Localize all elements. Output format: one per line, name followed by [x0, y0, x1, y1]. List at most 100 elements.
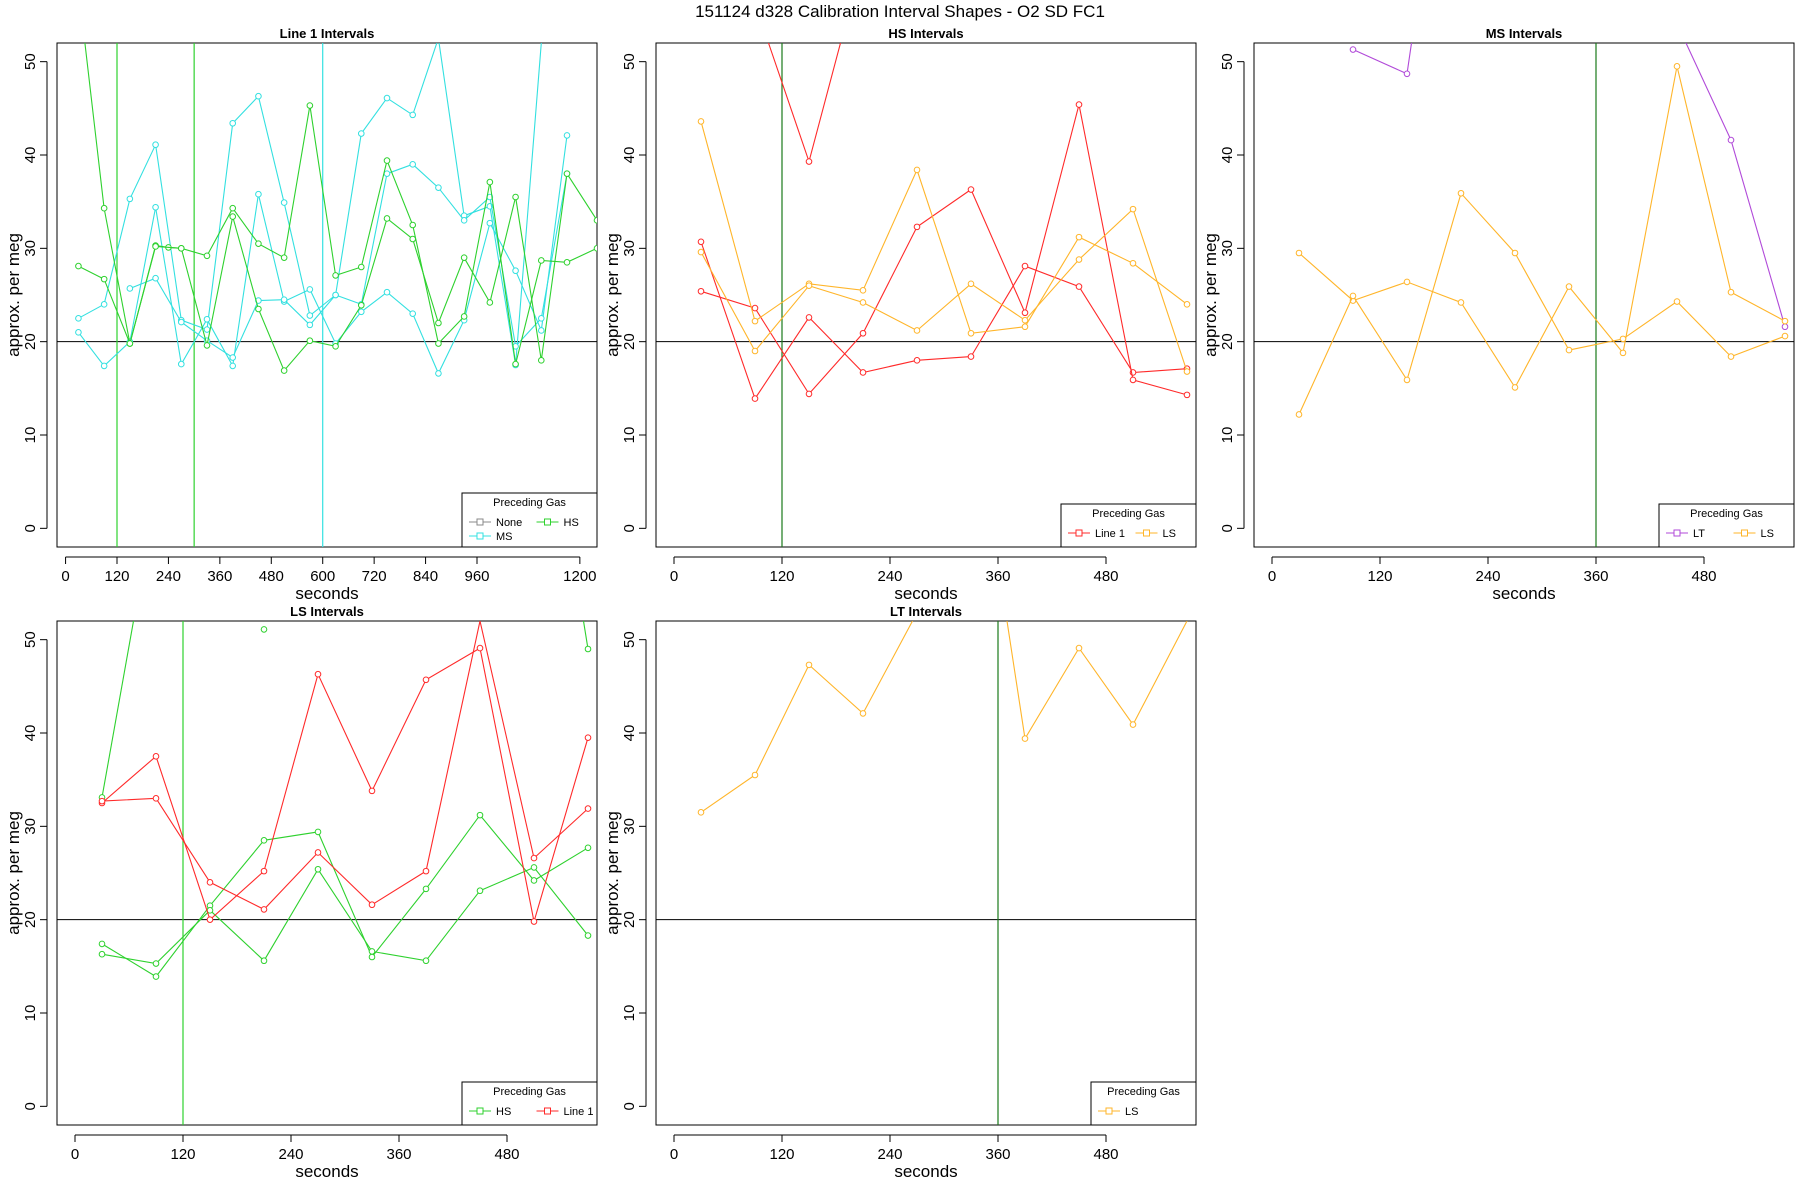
legend-swatch-marker [1105, 1107, 1113, 1115]
data-point [229, 362, 237, 370]
y-tick-label: 10 [621, 1005, 638, 1022]
data-point [100, 362, 108, 370]
data-point [177, 318, 185, 326]
legend-title: Preceding Gas [1092, 508, 1165, 520]
data-point [751, 347, 759, 355]
panel-title: LS Intervals [290, 604, 364, 619]
x-tick-label: 720 [362, 568, 387, 585]
x-tick-label: 0 [1268, 568, 1276, 585]
y-tick-label: 0 [621, 524, 638, 532]
legend-swatch-marker [1673, 529, 1681, 537]
data-point [1075, 283, 1083, 290]
data-point [383, 215, 391, 222]
plot-frame [56, 620, 598, 1126]
legend-title: Preceding Gas [493, 497, 566, 509]
data-point [332, 291, 339, 299]
data-point [435, 370, 442, 377]
x-tick-label: 480 [1093, 568, 1118, 585]
legend-title: Preceding Gas [493, 1086, 566, 1098]
plot-area [656, 621, 1196, 1125]
x-tick-label: 120 [1367, 568, 1392, 585]
legend-swatch-marker [476, 532, 484, 540]
legend: Preceding Gas LS [1090, 1081, 1197, 1126]
data-point [1457, 299, 1465, 306]
data-point [206, 879, 214, 886]
data-point [1295, 411, 1303, 418]
data-point [859, 299, 867, 306]
data-point [383, 94, 391, 102]
series-line-ls [1006, 621, 1188, 741]
data-point [530, 918, 538, 925]
data-point [409, 310, 417, 317]
series-line-hs [101, 814, 589, 978]
series-line-line-1 [101, 621, 589, 911]
data-point [1021, 735, 1029, 742]
series-line-ls [700, 121, 1188, 334]
x-tick-label: 480 [259, 568, 284, 585]
y-tick-label: 40 [621, 147, 638, 164]
data-point [1511, 249, 1519, 257]
data-point [229, 204, 237, 212]
data-point [486, 219, 494, 227]
data-point [751, 317, 759, 325]
legend-box [1090, 1081, 1197, 1126]
data-point [152, 960, 160, 967]
data-point [314, 849, 322, 856]
data-point [530, 864, 538, 871]
data-point [409, 235, 417, 243]
data-point [260, 957, 268, 965]
data-point [260, 867, 268, 875]
x-tick-label: 600 [310, 568, 335, 585]
data-point [697, 248, 705, 256]
x-tick-label: 360 [1583, 568, 1608, 585]
series-line-ls [700, 208, 1188, 372]
x-axis-label: seconds [295, 1162, 358, 1181]
x-tick-label: 0 [71, 1146, 79, 1163]
data-point [1403, 376, 1411, 384]
data-point [229, 213, 237, 220]
data-point [357, 263, 365, 271]
data-point [332, 272, 339, 279]
data-point [126, 285, 134, 292]
legend-entry: LS [1163, 528, 1176, 540]
data-point [1673, 298, 1681, 305]
plot-frame [655, 42, 1197, 548]
x-tick-label: 120 [170, 1146, 195, 1163]
data-point [476, 644, 484, 652]
data-point [357, 130, 365, 137]
data-point [1021, 323, 1029, 331]
data-point [537, 357, 545, 364]
legend-swatch-marker [1741, 529, 1748, 537]
data-point [100, 275, 108, 283]
panel-2: HS Intervals 0 120 240 360 480 seconds 0 10 20 30 4… [603, 26, 1197, 603]
data-point [152, 243, 159, 250]
data-point [280, 254, 288, 261]
data-point [859, 287, 867, 294]
y-tick-label: 50 [22, 53, 39, 70]
data-point [584, 844, 592, 852]
data-point [1021, 309, 1029, 317]
legend-entry: None [496, 517, 522, 529]
data-point [584, 645, 592, 653]
figure-title: 151124 d328 Calibration Interval Shapes … [695, 2, 1105, 21]
data-point [1075, 101, 1083, 108]
series-line-lt [1352, 43, 1413, 75]
data-point [751, 771, 759, 779]
x-axis-label: seconds [894, 584, 957, 603]
data-point [859, 369, 867, 376]
panel-4: LS Intervals 0 120 240 360 480 seconds 0 10 20 30 4… [4, 604, 598, 1181]
data-point [203, 326, 211, 333]
data-point [75, 315, 82, 322]
data-point [98, 940, 106, 948]
data-point [537, 315, 545, 322]
series-line-lt [1685, 43, 1786, 327]
data-point [177, 360, 185, 368]
data-point [126, 195, 134, 203]
panel-title: HS Intervals [888, 26, 963, 41]
legend: Preceding Gas None HS MS [461, 492, 598, 548]
data-point [368, 948, 376, 955]
y-tick-label: 50 [621, 631, 638, 648]
data-point [435, 319, 442, 327]
x-tick-label: 0 [670, 1146, 678, 1163]
